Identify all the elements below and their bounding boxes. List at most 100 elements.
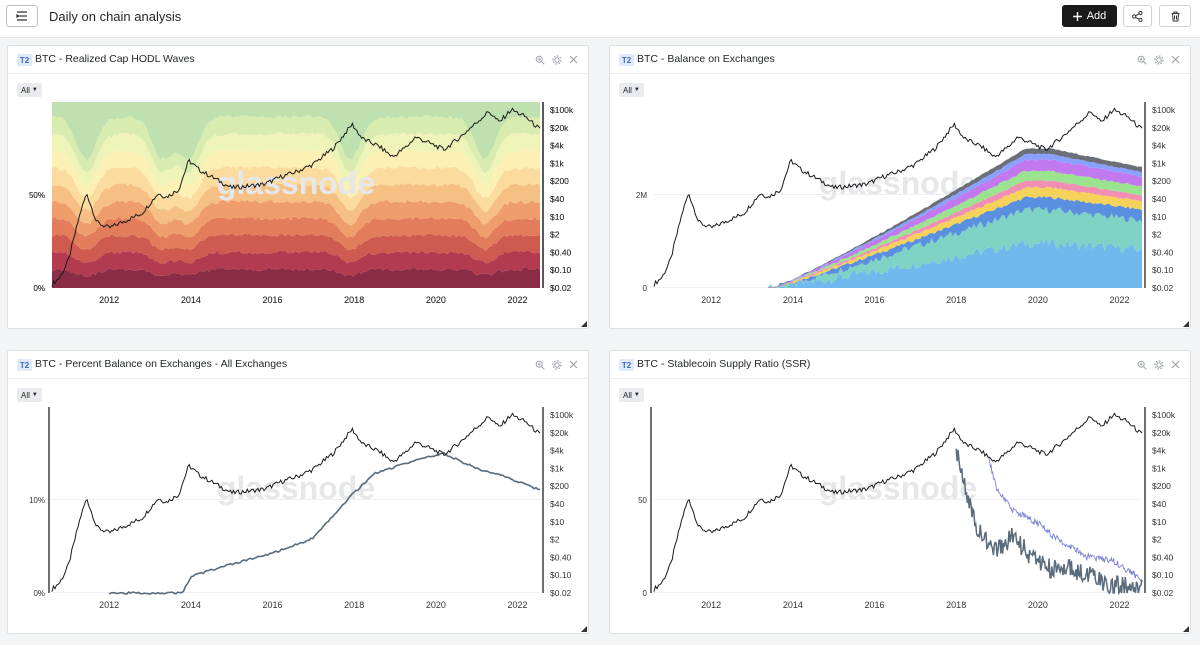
price-tick-label: $20k xyxy=(550,123,569,133)
price-tick-label: $0.02 xyxy=(550,283,572,293)
tier-badge: T2 xyxy=(17,359,32,371)
y-tick-label: 50 xyxy=(638,496,647,505)
panel-actions xyxy=(534,359,579,370)
price-tick-label: $10 xyxy=(550,212,564,222)
resize-handle[interactable] xyxy=(1183,626,1189,632)
price-tick-label: $1k xyxy=(1152,158,1166,168)
price-tick-label: $0.02 xyxy=(550,588,572,598)
ssr-line xyxy=(955,448,1143,596)
price-tick-label: $100k xyxy=(550,410,574,420)
range-select-value: All xyxy=(21,85,30,95)
x-tick-label: 2016 xyxy=(263,295,283,305)
caret-down-icon: ▼ xyxy=(633,392,640,398)
panel-balance-on-exchanges: T2 BTC - Balance on Exchanges All ▼ glas… xyxy=(609,45,1191,329)
close-icon[interactable] xyxy=(1170,359,1181,370)
trash-icon xyxy=(1171,11,1179,21)
chart-area[interactable]: glassnode$100k$20k$4k$1k$200$40$10$2$0.4… xyxy=(8,403,588,633)
axes: glassnode$100k$20k$4k$1k$200$40$10$2$0.4… xyxy=(29,102,574,305)
range-select[interactable]: All ▼ xyxy=(17,83,42,97)
panel-actions xyxy=(1136,359,1181,370)
gear-icon[interactable] xyxy=(1153,54,1164,65)
x-tick-label: 2020 xyxy=(426,600,446,610)
x-tick-label: 2016 xyxy=(263,295,283,305)
range-select-value: All xyxy=(623,390,632,400)
zoom-icon[interactable] xyxy=(534,359,545,370)
range-select[interactable]: All ▼ xyxy=(17,388,42,402)
zoom-icon[interactable] xyxy=(534,54,545,65)
tier-badge: T2 xyxy=(619,54,634,66)
exchange-balance-layer xyxy=(768,153,1142,288)
price-tick-label: $10 xyxy=(550,212,564,222)
close-icon[interactable] xyxy=(568,359,579,370)
add-button[interactable]: Add xyxy=(1062,5,1117,27)
y-tick-label: 0% xyxy=(33,589,45,598)
price-tick-label: $0.02 xyxy=(550,283,572,293)
hodl-wave-band xyxy=(52,182,540,226)
gear-icon[interactable] xyxy=(551,54,562,65)
price-tick-label: $0.10 xyxy=(550,265,572,275)
add-button-label: Add xyxy=(1086,10,1107,22)
x-tick-label: 2014 xyxy=(783,295,803,305)
zoom-icon[interactable] xyxy=(1136,54,1147,65)
price-tick-label: $0.40 xyxy=(550,247,572,257)
price-tick-label: $1k xyxy=(550,158,564,168)
resize-handle[interactable] xyxy=(581,626,587,632)
price-tick-label: $10 xyxy=(1152,517,1166,527)
axes: glassnode$100k$20k$4k$1k$200$40$10$2$0.4… xyxy=(29,407,574,610)
percent-balance-line xyxy=(108,451,541,595)
price-tick-label: $0.40 xyxy=(1152,247,1174,257)
x-tick-label: 2018 xyxy=(344,295,364,305)
hodl-wave-band xyxy=(52,149,540,200)
hodl-wave-band xyxy=(52,267,540,288)
price-line xyxy=(653,412,1143,592)
price-tick-label: $2 xyxy=(1152,535,1162,545)
x-tick-label: 2014 xyxy=(181,295,201,305)
caret-down-icon: ▼ xyxy=(31,87,38,93)
x-tick-label: 2022 xyxy=(1110,600,1130,610)
panel-ssr: T2 BTC - Stablecoin Supply Ratio (SSR) A… xyxy=(609,350,1191,634)
x-tick-label: 2014 xyxy=(181,600,201,610)
close-icon[interactable] xyxy=(568,54,579,65)
panel-hodl-waves: T2 BTC - Realized Cap HODL Waves All ▼ g… xyxy=(7,45,589,329)
hodl-wave-band xyxy=(52,216,540,251)
price-tick-label: $2 xyxy=(550,230,560,240)
chart-area[interactable]: glassnode$100k$20k$4k$1k$200$40$10$2$0.4… xyxy=(610,403,1190,633)
resize-handle[interactable] xyxy=(581,321,587,327)
price-tick-label: $0.02 xyxy=(1152,588,1174,598)
range-select[interactable]: All ▼ xyxy=(619,83,644,97)
x-tick-label: 2012 xyxy=(99,600,119,610)
panel-actions xyxy=(534,54,579,65)
price-tick-label: $4k xyxy=(550,446,564,456)
gear-icon[interactable] xyxy=(551,359,562,370)
price-tick-label: $200 xyxy=(1152,176,1171,186)
close-icon[interactable] xyxy=(1170,54,1181,65)
price-tick-label: $0.10 xyxy=(1152,265,1174,275)
gear-icon[interactable] xyxy=(1153,359,1164,370)
chart-area[interactable]: glassnode$100k$20k$4k$1k$200$40$10$2$0.4… xyxy=(8,98,588,328)
zoom-icon[interactable] xyxy=(1136,359,1147,370)
price-line xyxy=(51,412,541,592)
share-button[interactable] xyxy=(1123,5,1152,27)
exchange-balance-layer xyxy=(768,148,1142,288)
price-tick-label: $0.10 xyxy=(550,265,572,275)
hodl-wave-band xyxy=(52,199,540,239)
menu-button[interactable] xyxy=(6,5,38,27)
y-tick-label: 50% xyxy=(29,191,45,200)
chart-area[interactable]: glassnode$100k$20k$4k$1k$200$40$10$2$0.4… xyxy=(610,98,1190,328)
exchange-balance-layer xyxy=(768,238,1142,288)
price-tick-label: $100k xyxy=(550,105,574,115)
caret-down-icon: ▼ xyxy=(633,87,640,93)
price-tick-label: $0.40 xyxy=(550,552,572,562)
x-tick-label: 2018 xyxy=(344,600,364,610)
range-select[interactable]: All ▼ xyxy=(619,388,644,402)
top-bar: Daily on chain analysis Add xyxy=(0,0,1200,38)
hodl-wave-band xyxy=(52,132,540,187)
x-tick-label: 2012 xyxy=(99,295,119,305)
delete-button[interactable] xyxy=(1159,5,1191,27)
hodl-wave-band xyxy=(52,250,540,277)
x-tick-label: 2012 xyxy=(99,295,119,305)
resize-handle[interactable] xyxy=(1183,321,1189,327)
exchange-balance-layer xyxy=(768,180,1142,288)
price-tick-label: $20k xyxy=(550,123,569,133)
exchange-balance-layer xyxy=(768,170,1142,288)
